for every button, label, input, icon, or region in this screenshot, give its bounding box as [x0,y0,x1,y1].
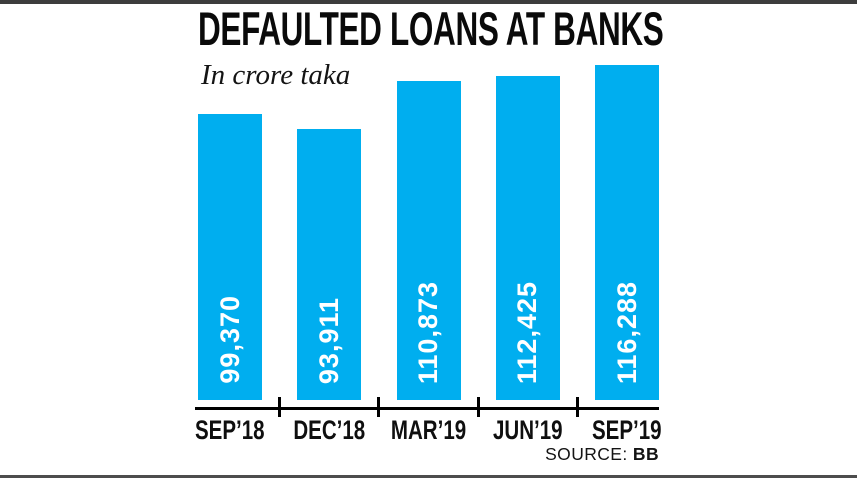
x-axis-tick [575,397,579,417]
bar-value-label: 110,873 [413,280,443,384]
chart-unit-label: In crore taka [201,59,351,91]
x-axis-label: SEP’18 [180,414,280,446]
x-axis-label-text: SEP’19 [592,415,662,445]
bar-value-label: 93,911 [313,296,344,384]
top-rule [0,0,857,4]
source-label: SOURCE: [545,444,628,464]
x-axis-label: DEC’18 [279,414,379,446]
x-axis-label: JUN’19 [478,414,578,446]
bar-DEC’18: 93,911 [297,129,362,400]
x-axis-label-text: MAR’19 [390,415,467,445]
x-axis-label: MAR’19 [379,414,479,446]
bar-value-label: 99,370 [214,295,245,384]
x-axis-tick [476,397,480,417]
bar-value-label: 116,288 [611,280,642,384]
x-axis-tick [278,397,282,417]
bar-SEP’18: 99,370 [198,114,262,400]
x-axis-line [195,407,659,410]
x-axis-label-text: SEP’18 [195,415,265,445]
bar-value-label: 112,425 [512,280,543,384]
bar-SEP’19: 116,288 [595,65,659,400]
x-axis-label: SEP’19 [577,414,677,446]
x-axis-tick [377,397,381,417]
source-line: SOURCE: BB [195,444,659,465]
chart-title: DEFAULTED LOANS AT BANKS [198,2,857,56]
x-axis-label-text: JUN’19 [492,415,563,445]
x-axis-label-text: DEC’18 [293,415,366,445]
bar-JUN’19: 112,425 [495,76,560,400]
chart-title-text: DEFAULTED LOANS AT BANKS [198,2,664,55]
source-value: BB [632,444,659,464]
bar-chart: 99,370 SEP’18 93,911 DEC’18 110,873 MAR’19 112… [195,0,665,482]
bar-MAR’19: 110,873 [396,81,461,400]
bottom-rule [0,475,857,478]
